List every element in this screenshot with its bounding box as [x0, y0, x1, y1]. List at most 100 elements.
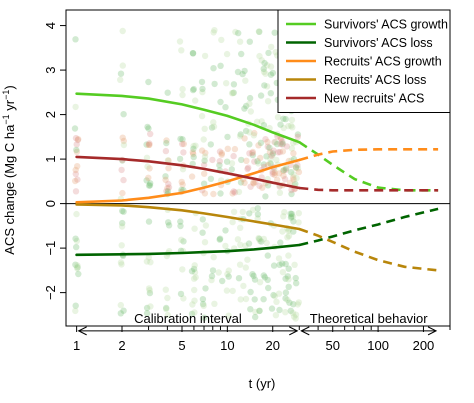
observation-point: [283, 165, 290, 172]
observation-point: [288, 116, 296, 124]
observation-point: [282, 115, 289, 123]
observation-point: [262, 193, 269, 200]
observation-point: [146, 287, 153, 294]
observation-point: [120, 307, 127, 314]
observation-point: [202, 149, 209, 157]
observation-point: [190, 142, 197, 150]
observation-point: [164, 294, 171, 302]
observation-point: [228, 166, 235, 173]
series-line-theoretical: [298, 227, 439, 272]
legend-entry: Recruits' ACS growth: [324, 55, 442, 69]
observation-point: [144, 163, 151, 170]
observation-point: [218, 150, 225, 157]
observation-point: [261, 82, 268, 89]
observation-point: [236, 261, 244, 268]
series-line-theoretical: [298, 141, 439, 192]
observation-point: [285, 283, 292, 290]
observation-point: [254, 158, 261, 165]
observation-point: [179, 85, 186, 93]
observation-point: [241, 135, 248, 142]
observation-point: [238, 156, 245, 164]
y-axis: −2 −1 0 1 2 3 4: [43, 22, 66, 300]
series-line-calibration: [75, 158, 301, 204]
observation-point: [260, 296, 267, 303]
observation-point: [143, 141, 150, 148]
observation-point: [238, 50, 245, 58]
observation-point: [210, 254, 217, 261]
observation-point: [73, 243, 80, 251]
observation-point: [292, 164, 300, 171]
observation-point: [257, 92, 265, 99]
observation-point: [292, 315, 299, 322]
observation-point: [208, 276, 215, 284]
observation-point: [179, 166, 187, 173]
observation-point: [74, 262, 81, 269]
observation-point: [267, 63, 275, 70]
observation-point: [277, 121, 284, 128]
observation-point: [118, 261, 125, 268]
observation-point: [250, 180, 257, 187]
observation-point: [245, 164, 252, 171]
observation-point: [237, 179, 245, 186]
observation-point: [143, 304, 151, 312]
observation-point: [287, 122, 295, 129]
observation-point: [289, 309, 297, 317]
observation-point: [264, 62, 271, 69]
observation-point: [244, 256, 251, 263]
observation-point: [177, 290, 185, 298]
observation-point: [190, 85, 197, 93]
observation-point: [208, 124, 216, 131]
observation-point: [295, 210, 302, 217]
observation-point: [146, 141, 153, 148]
observation-point: [274, 140, 281, 148]
observation-point: [242, 127, 250, 135]
observation-point: [117, 70, 125, 77]
observation-point: [211, 80, 218, 88]
observation-point: [279, 228, 286, 235]
observation-point: [145, 174, 152, 181]
observation-point: [209, 267, 217, 274]
arrow-head-right: [289, 326, 299, 336]
observation-point: [246, 141, 253, 148]
observation-point: [255, 142, 262, 149]
observation-point: [237, 241, 244, 248]
y-tick-label: −2: [43, 285, 58, 300]
observation-point: [73, 148, 81, 155]
observation-point: [295, 219, 302, 226]
series-line-calibration: [75, 155, 301, 190]
observation-point: [232, 28, 239, 36]
observation-point: [267, 71, 275, 78]
observation-point: [216, 158, 223, 165]
observation-point: [266, 160, 274, 167]
y-tick-label: 2: [43, 111, 58, 118]
observation-point: [71, 125, 79, 132]
observation-point: [235, 275, 243, 282]
y-tick-label: −1: [43, 241, 58, 256]
observation-point: [284, 296, 291, 304]
observation-point: [147, 130, 154, 138]
arrow-head-right: [427, 326, 438, 336]
observation-point: [279, 138, 286, 145]
observation-point: [247, 306, 254, 313]
observation-point: [294, 161, 301, 169]
observation-point: [282, 289, 290, 296]
observation-point: [72, 166, 79, 174]
observation-point: [236, 38, 244, 45]
observation-point: [257, 139, 265, 146]
y-tick-label: 1: [43, 155, 58, 162]
observation-point: [264, 276, 271, 284]
observation-point: [250, 272, 257, 280]
observation-point: [146, 140, 153, 147]
observation-point: [143, 258, 151, 265]
observation-point: [191, 309, 198, 316]
observation-point: [294, 131, 302, 138]
observation-point: [288, 186, 295, 194]
observation-point: [178, 236, 185, 243]
observation-point: [211, 300, 218, 307]
observation-point: [180, 238, 187, 245]
observation-point: [188, 173, 196, 180]
observation-point: [177, 135, 184, 143]
observation-point: [291, 261, 298, 268]
observation-point: [177, 218, 184, 225]
observation-point: [163, 304, 170, 312]
